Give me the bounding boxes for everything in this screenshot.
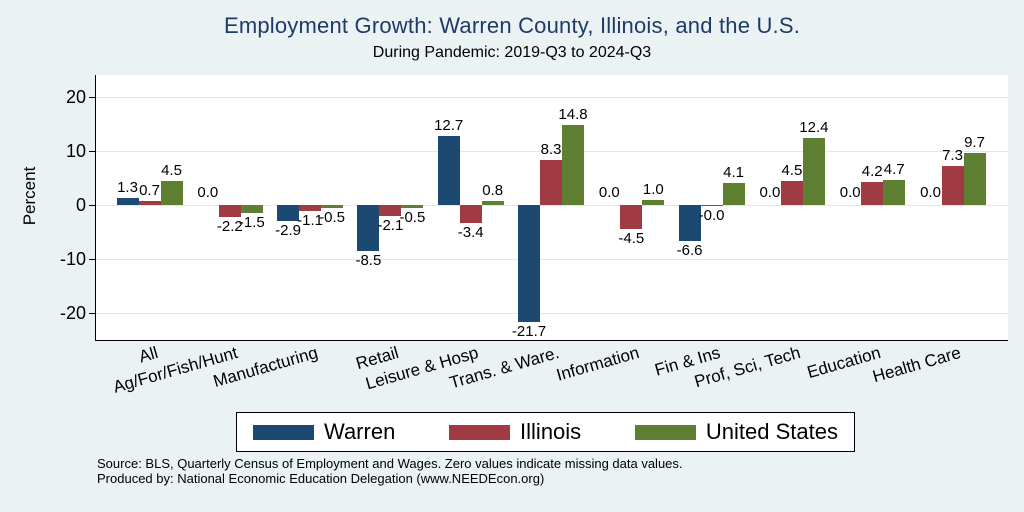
value-label: 12.4 [799,119,829,137]
bar-illinois [138,201,161,205]
gridline [96,150,1008,152]
value-label: 1.3 [117,178,138,196]
x-category-label: All [136,343,160,367]
bar-warren [437,136,460,205]
plot-area: 1.3 0.0 -2.9 -8.5 12.7 -21.7 0.0 -6.6 0.0 0.0 0.0 0… [95,75,1008,341]
bar-warren [116,197,139,205]
value-label: -2.9 [275,221,302,239]
bar-illinois [941,165,964,205]
value-label: -0.5 [399,208,426,226]
bar-illinois [861,182,884,205]
footer-notes: Source: BLS, Quarterly Census of Employm… [97,456,683,486]
bar-illinois [379,205,402,217]
y-tick-label: 0 [75,195,86,215]
y-tick-label: 10 [65,141,86,161]
y-axis-title: Percent [20,166,39,226]
value-label: -0.0 [698,207,725,225]
value-label: 14.8 [558,106,588,124]
value-label: 4.7 [883,160,905,178]
value-label: 4.5 [781,161,803,179]
bar-illinois [459,205,482,224]
bar-united-states [160,180,183,205]
value-label: 0.0 [598,184,620,201]
bar-illinois [620,205,643,230]
value-label: -4.5 [618,230,645,248]
bar-united-states [642,199,665,205]
legend-label: Warren [324,419,396,444]
y-tick-label: 20 [65,87,86,107]
x-category-label: Education [804,343,883,383]
bar-united-states [481,200,504,205]
legend-entry: Warren [253,421,395,443]
bar-illinois [218,205,241,217]
bar-united-states [321,205,344,208]
bar-warren [678,205,701,241]
value-label: -3.4 [457,224,484,242]
legend-label: United States [705,419,838,444]
value-label: 9.7 [964,133,985,151]
value-label: 0.0 [759,184,781,201]
bar-united-states [802,138,825,205]
value-label: 4.5 [161,161,182,179]
bar-illinois [700,205,723,207]
y-tick-label: -10 [59,249,86,269]
chart-subtitle: During Pandemic: 2019-Q3 to 2024-Q3 [372,44,652,61]
producer-note: Produced by: National Economic Education… [97,470,545,486]
value-label: 1.0 [642,180,664,198]
chart-title: Employment Growth: Warren County, Illino… [223,13,801,38]
legend-label: Illinois [520,419,582,444]
bar-warren [277,205,300,221]
value-label: -2.1 [377,217,404,235]
value-label: -2.2 [216,217,243,235]
source-note: Source: BLS, Quarterly Census of Employm… [97,456,683,471]
y-tick-label: -20 [59,303,86,323]
value-label: 0.8 [482,181,504,199]
x-category-label: Information [554,343,642,385]
bar-illinois [540,160,562,205]
value-label: -21.7 [511,323,547,341]
value-label: -6.6 [676,241,703,259]
bar-illinois [780,180,803,205]
bar-united-states [883,179,906,205]
bar-united-states [963,152,986,205]
gridline [96,96,1008,98]
value-label: 8.3 [540,141,562,159]
value-label: 7.3 [942,146,963,164]
value-label: -1.5 [238,214,265,232]
legend-swatch-united-states [634,424,696,440]
value-label: 4.2 [861,163,883,181]
value-label: 0.7 [139,182,160,200]
bar-united-states [401,205,424,208]
legend-swatch-illinois [449,424,511,440]
gridline [96,204,1008,206]
bar-united-states [240,205,263,214]
gridline [96,258,1008,260]
legend-swatch-warren [253,424,314,440]
gridline [96,312,1008,314]
value-label: 0.0 [839,184,861,201]
bar-illinois [299,205,322,211]
bar-warren [357,205,380,251]
x-category-label: Health Care [870,343,963,387]
value-label: -1.1 [297,211,324,229]
value-label: -8.5 [355,251,382,269]
legend-entry: Illinois [449,421,581,443]
value-label: 0.0 [197,184,219,201]
bar-united-states [562,125,584,205]
x-axis-labels: All Ag/For/Fish/Hunt Manufacturing Retail Le… [95,343,1007,405]
bar-united-states [722,182,745,205]
value-label: 0.0 [920,184,941,201]
value-label: 4.1 [723,163,745,181]
value-label: -0.5 [319,208,346,226]
value-label: 12.7 [434,117,464,135]
bar-warren [518,205,540,323]
legend-entry: United States [634,419,838,444]
legend: Warren Illinois United States [236,412,855,452]
